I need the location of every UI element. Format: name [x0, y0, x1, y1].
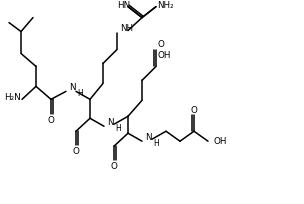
Text: H: H: [153, 139, 159, 148]
Text: N: N: [145, 133, 151, 142]
Text: H: H: [115, 124, 121, 133]
Text: N: N: [107, 118, 113, 127]
Text: NH: NH: [120, 24, 133, 33]
Text: N: N: [69, 83, 75, 92]
Text: O: O: [158, 40, 165, 49]
Text: OH: OH: [158, 51, 171, 60]
Text: O: O: [47, 116, 54, 125]
Text: H: H: [77, 89, 83, 98]
Text: H₂N: H₂N: [4, 93, 20, 102]
Text: NH₂: NH₂: [157, 1, 174, 10]
Text: O: O: [111, 162, 117, 171]
Text: O: O: [191, 106, 197, 115]
Text: OH: OH: [214, 137, 227, 146]
Text: HN: HN: [117, 1, 130, 10]
Text: O: O: [73, 147, 79, 156]
